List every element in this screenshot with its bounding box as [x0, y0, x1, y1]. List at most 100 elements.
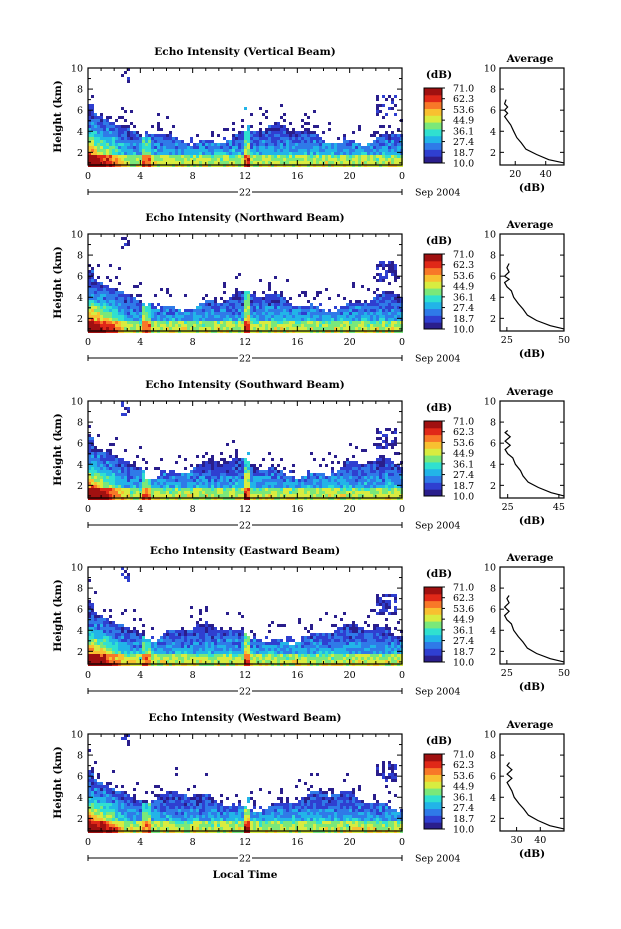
panel-title: Echo Intensity (Southward Beam) [145, 379, 344, 391]
colorbar-swatch [424, 308, 442, 316]
colorbar-swatch [424, 587, 442, 595]
y-tick-label: 2 [77, 647, 83, 658]
panel-title: Echo Intensity (Vertical Beam) [154, 46, 335, 58]
average-title: Average [506, 53, 554, 65]
y-tick-label: 8 [77, 251, 83, 262]
colorbar: 71.062.353.644.936.127.418.710.0 [423, 583, 474, 669]
colorbar-tick-label: 44.9 [453, 615, 474, 626]
colorbar-tick-label: 71.0 [453, 84, 474, 95]
y-tick-label: 6 [77, 772, 83, 783]
x-tick-label: 8 [190, 837, 196, 848]
x-tick-label: 8 [190, 504, 196, 515]
avg-y-tick-label: 6 [490, 772, 496, 783]
y-tick-label: 10 [71, 397, 83, 408]
colorbar-tick-label: 44.9 [453, 449, 474, 460]
colorbar-swatch [424, 475, 442, 483]
colorbar-tick-label: 71.0 [453, 583, 474, 594]
colorbar-tick-label: 36.1 [453, 792, 474, 803]
colorbar-swatch [424, 267, 442, 275]
avg-x-axis-label: (dB) [519, 515, 545, 527]
y-axis-label: Height (km) [52, 579, 64, 651]
average-title: Average [506, 386, 554, 398]
colorbar-swatch [424, 260, 442, 269]
avg-y-tick-label: 6 [490, 272, 496, 283]
colorbar-swatch [424, 101, 442, 109]
colorbar-swatch [424, 122, 442, 130]
x-tick-label: 0 [399, 171, 405, 182]
average-profile: Average 2 4 6 8 10 25 50 (dB) [484, 219, 570, 360]
colorbar-swatch [424, 794, 442, 803]
avg-y-tick-label: 4 [490, 293, 496, 304]
colorbar-swatch [424, 135, 442, 144]
heatmap-cells [88, 68, 403, 167]
colorbar-swatch [424, 434, 442, 442]
colorbar-unit-label: (dB) [426, 568, 452, 580]
average-profile: Average 2 4 6 8 10 20 40 (dB) [484, 53, 565, 194]
colorbar-tick-label: 27.4 [453, 803, 474, 814]
average-title: Average [506, 219, 554, 231]
y-tick-label: 10 [71, 563, 83, 574]
colorbar-swatch [424, 115, 442, 123]
x-tick-label: 4 [137, 670, 143, 681]
y-axis-label: Height (km) [52, 413, 64, 485]
date-month-year-label: Sep 2004 [415, 521, 460, 532]
y-tick-label: 8 [77, 751, 83, 762]
colorbar: 71.062.353.644.936.127.418.710.0 [423, 250, 474, 336]
colorbar-swatch [424, 441, 442, 449]
avg-x-tick-label: 45 [553, 502, 565, 513]
colorbar-swatch [424, 648, 442, 656]
date-day-label: 22 [239, 854, 251, 865]
x-tick-label: 16 [291, 504, 303, 515]
avg-y-tick-label: 6 [490, 439, 496, 450]
x-tick-label: 4 [137, 337, 143, 348]
x-tick-label: 0 [399, 337, 405, 348]
avg-y-tick-label: 4 [490, 626, 496, 637]
y-tick-label: 2 [77, 481, 83, 492]
x-tick-label: 12 [239, 837, 251, 848]
x-tick-label: 0 [399, 504, 405, 515]
colorbar-swatch [424, 322, 442, 330]
heatmap-cells [88, 734, 403, 833]
colorbar-unit-label: (dB) [426, 402, 452, 414]
panel-title: Echo Intensity (Eastward Beam) [150, 545, 340, 557]
colorbar-swatch [424, 142, 442, 150]
y-tick-label: 6 [77, 272, 83, 283]
colorbar-unit-label: (dB) [426, 69, 452, 81]
date-day-label: 22 [239, 521, 251, 532]
y-tick-label: 10 [71, 230, 83, 241]
date-month-year-label: Sep 2004 [415, 354, 460, 365]
colorbar-swatch [424, 489, 442, 497]
x-tick-label: 20 [344, 504, 356, 515]
avg-y-tick-label: 10 [484, 230, 496, 241]
avg-y-tick-label: 4 [490, 793, 496, 804]
x-tick-label: 12 [239, 337, 251, 348]
x-tick-label: 20 [344, 670, 356, 681]
avg-y-tick-label: 10 [484, 397, 496, 408]
colorbar-swatch [424, 607, 442, 615]
colorbar-swatch [424, 281, 442, 289]
date-day-label: 22 [239, 687, 251, 698]
colorbar-tick-label: 62.3 [453, 593, 474, 604]
colorbar-swatch [424, 315, 442, 323]
colorbar-tick-label: 18.7 [453, 814, 474, 825]
avg-x-tick-label: 40 [534, 835, 546, 846]
avg-y-tick-label: 2 [490, 814, 496, 825]
avg-y-tick-label: 8 [490, 584, 496, 595]
colorbar-tick-label: 36.1 [453, 625, 474, 636]
y-tick-label: 4 [77, 793, 83, 804]
y-tick-label: 6 [77, 439, 83, 450]
colorbar-tick-label: 18.7 [453, 647, 474, 658]
colorbar-swatch [424, 88, 442, 96]
avg-profile-line [503, 595, 565, 663]
colorbar-swatch [424, 634, 442, 643]
colorbar-tick-label: 53.6 [453, 771, 474, 782]
x-tick-label: 16 [291, 837, 303, 848]
x-axis-label: Local Time [213, 869, 278, 881]
avg-y-tick-label: 6 [490, 106, 496, 117]
avg-x-tick-label: 25 [501, 668, 513, 679]
beam-panel-3: Echo Intensity (Eastward Beam) 2 4 6 8 10 Heig… [52, 545, 570, 698]
y-tick-label: 2 [77, 314, 83, 325]
colorbar-tick-label: 18.7 [453, 314, 474, 325]
avg-x-tick-label: 25 [502, 502, 514, 513]
colorbar-swatch [424, 421, 442, 429]
